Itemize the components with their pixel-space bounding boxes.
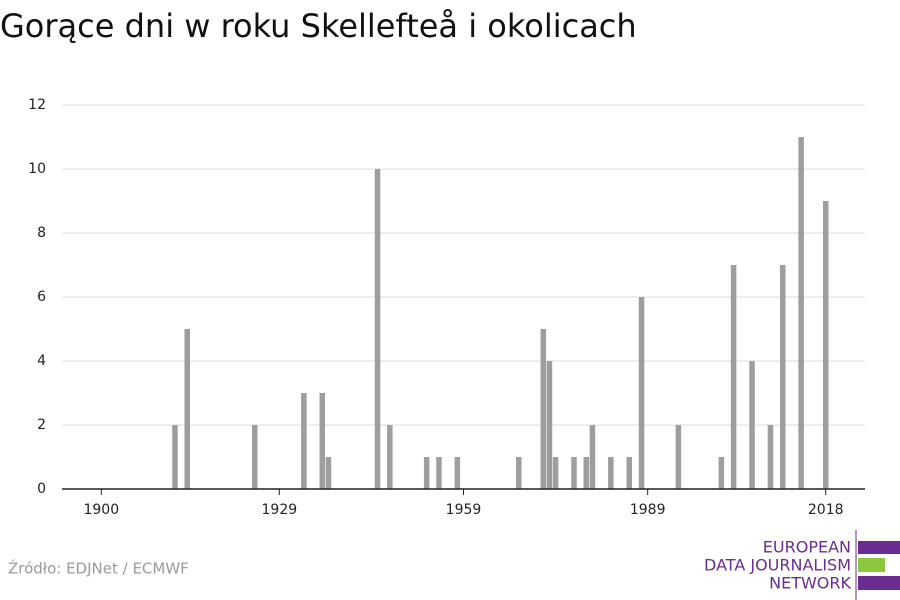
logo-text: NETWORK — [769, 574, 851, 593]
bar — [423, 457, 430, 489]
logo-bar — [858, 558, 885, 572]
chart-title: Gorące dni w roku Skellefteå i okolicach — [0, 7, 637, 45]
bar — [626, 457, 633, 489]
source: Źródło: EDJNet / ECMWF — [8, 559, 189, 578]
y-tick-label: 2 — [37, 417, 46, 433]
bar — [436, 457, 442, 489]
y-tick-label: 4 — [37, 353, 46, 369]
y-tick-label: 0 — [37, 481, 46, 497]
bar — [515, 457, 522, 489]
logo-bar — [858, 576, 900, 590]
bar — [301, 393, 307, 489]
bar — [552, 457, 559, 489]
bar — [822, 201, 829, 489]
bar — [675, 425, 682, 489]
logo-text: DATA JOURNALISM — [704, 556, 851, 575]
x-tick-label: 1989 — [630, 502, 666, 518]
bar — [454, 457, 461, 489]
bar — [767, 425, 774, 489]
bar — [589, 425, 596, 489]
bar — [779, 265, 786, 489]
bar — [571, 457, 577, 489]
bar — [638, 297, 645, 489]
y-tick-label: 12 — [28, 97, 46, 113]
bar — [184, 329, 191, 489]
bar — [730, 265, 737, 489]
bar — [608, 457, 614, 489]
logo-bar — [858, 541, 900, 554]
y-tick-label: 8 — [37, 225, 46, 241]
bar — [540, 329, 547, 489]
logo-text: EUROPEAN — [763, 538, 851, 557]
y-tick-label: 10 — [28, 161, 46, 177]
bar — [718, 457, 725, 489]
bar — [325, 457, 332, 489]
bar — [583, 457, 590, 489]
x-tick-label: 2018 — [808, 502, 844, 518]
bar — [252, 425, 258, 489]
x-tick-label: 1929 — [262, 502, 298, 518]
bar — [798, 137, 804, 489]
bar — [387, 425, 393, 489]
x-tick-label: 1900 — [83, 502, 119, 518]
bar — [172, 425, 178, 489]
bar — [319, 393, 326, 489]
bar — [749, 361, 755, 489]
y-tick-label: 6 — [37, 289, 46, 305]
bar — [546, 361, 553, 489]
x-tick-label: 1959 — [446, 502, 482, 518]
bar — [374, 169, 381, 489]
